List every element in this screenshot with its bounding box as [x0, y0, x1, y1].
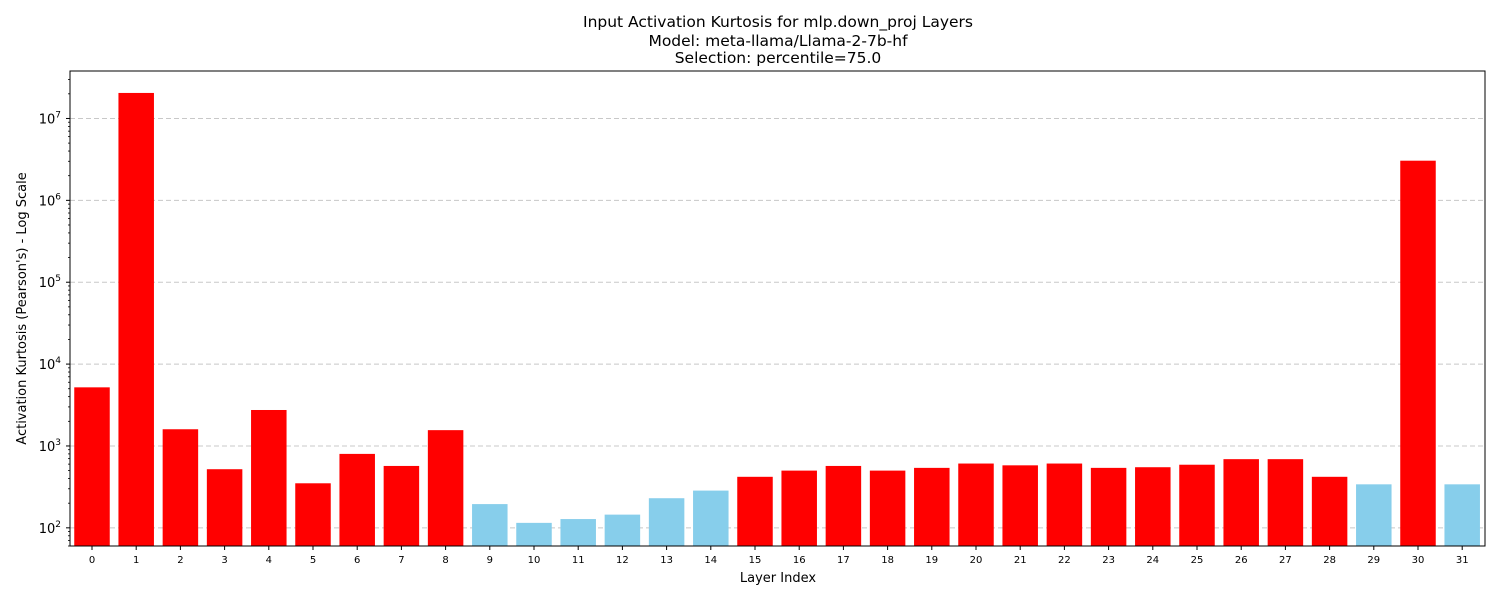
- bar-layer-28: [1311, 476, 1348, 546]
- bar-layer-7: [383, 465, 420, 546]
- bar-layer-13: [648, 498, 685, 546]
- chart-title-line-3: Selection: percentile=75.0: [675, 49, 882, 67]
- y-tick-label: 102: [39, 520, 61, 537]
- x-tick-label: 17: [837, 555, 850, 566]
- x-tick-label: 31: [1456, 555, 1469, 566]
- x-tick-label: 25: [1191, 555, 1204, 566]
- x-tick-label: 6: [354, 555, 360, 566]
- bar-layer-8: [427, 430, 464, 546]
- x-tick-label: 0: [89, 555, 95, 566]
- bar-layer-2: [162, 429, 199, 546]
- bar-layer-26: [1223, 459, 1259, 546]
- x-tick-label: 1: [133, 555, 139, 566]
- bar-layer-20: [958, 463, 994, 546]
- bar-layer-21: [1002, 465, 1038, 546]
- x-tick-label: 22: [1058, 555, 1071, 566]
- chart-title-line-2: Model: meta-llama/Llama-2-7b-hf: [648, 32, 908, 50]
- x-tick-label: 11: [572, 555, 585, 566]
- x-tick-label: 23: [1102, 555, 1115, 566]
- x-tick-label: 2: [177, 555, 183, 566]
- x-tick-label: 19: [925, 555, 938, 566]
- bar-layer-1: [118, 92, 154, 547]
- x-tick-label: 13: [660, 555, 673, 566]
- x-tick-label: 21: [1014, 555, 1027, 566]
- x-tick-label: 26: [1235, 555, 1248, 566]
- x-ticks: 0 1 2 3 4 5 6 7 8 9 10 11 12 13 14 15 16 17 18 19 20 21 22 23 24…: [89, 546, 1469, 566]
- bar-layer-14: [693, 490, 729, 546]
- y-tick-label: 107: [39, 110, 61, 127]
- x-tick-label: 9: [487, 555, 493, 566]
- bar-layer-15: [737, 476, 773, 546]
- x-tick-label: 27: [1279, 555, 1292, 566]
- x-tick-label: 14: [704, 555, 717, 566]
- bar-layer-31: [1444, 484, 1480, 546]
- bar-layer-23: [1090, 467, 1127, 546]
- bar-layer-5: [295, 483, 331, 546]
- bar-layer-17: [825, 465, 862, 546]
- bar-layer-12: [604, 514, 641, 546]
- x-tick-label: 10: [528, 555, 541, 566]
- bar-layer-19: [914, 467, 950, 546]
- x-tick-label: 16: [793, 555, 806, 566]
- bar-layer-30: [1400, 160, 1436, 546]
- bar-layer-29: [1356, 484, 1392, 546]
- x-tick-label: 12: [616, 555, 629, 566]
- y-ticks: 102 103 104 105 106 107: [39, 79, 70, 547]
- x-tick-label: 28: [1323, 555, 1336, 566]
- x-tick-label: 5: [310, 555, 316, 566]
- bar-layer-10: [516, 522, 552, 546]
- y-tick-label: 103: [39, 438, 61, 455]
- bar-layer-9: [472, 504, 508, 546]
- bar-layer-11: [560, 519, 596, 546]
- bar-layer-0: [74, 387, 110, 546]
- chart-title-line-1: Input Activation Kurtosis for mlp.down_p…: [583, 13, 973, 32]
- bar-layer-4: [251, 409, 287, 546]
- x-tick-label: 30: [1412, 555, 1425, 566]
- x-tick-label: 20: [970, 555, 983, 566]
- bar-layer-22: [1046, 463, 1083, 546]
- x-tick-label: 8: [442, 555, 448, 566]
- bar-layer-18: [869, 470, 906, 546]
- bar-layer-24: [1135, 467, 1171, 546]
- x-tick-label: 24: [1146, 555, 1159, 566]
- y-tick-label: 105: [39, 274, 61, 291]
- y-tick-label: 104: [39, 356, 62, 373]
- bar-layer-27: [1267, 459, 1304, 546]
- plot-area-frame: [69, 70, 1486, 547]
- x-tick-label: 18: [881, 555, 894, 566]
- x-tick-label: 3: [221, 555, 227, 566]
- y-axis-label: Activation Kurtosis (Pearson's) - Log Sc…: [15, 172, 30, 444]
- x-axis-label: Layer Index: [740, 571, 816, 586]
- bar-layer-25: [1179, 464, 1215, 546]
- x-tick-label: 29: [1367, 555, 1380, 566]
- bar-layer-6: [339, 453, 375, 546]
- bar-layer-3: [206, 469, 243, 546]
- y-tick-label: 106: [39, 192, 62, 209]
- bars: [74, 92, 1480, 547]
- bar-layer-16: [781, 470, 817, 546]
- x-tick-label: 7: [398, 555, 404, 566]
- x-tick-label: 4: [266, 555, 272, 566]
- x-tick-label: 15: [749, 555, 762, 566]
